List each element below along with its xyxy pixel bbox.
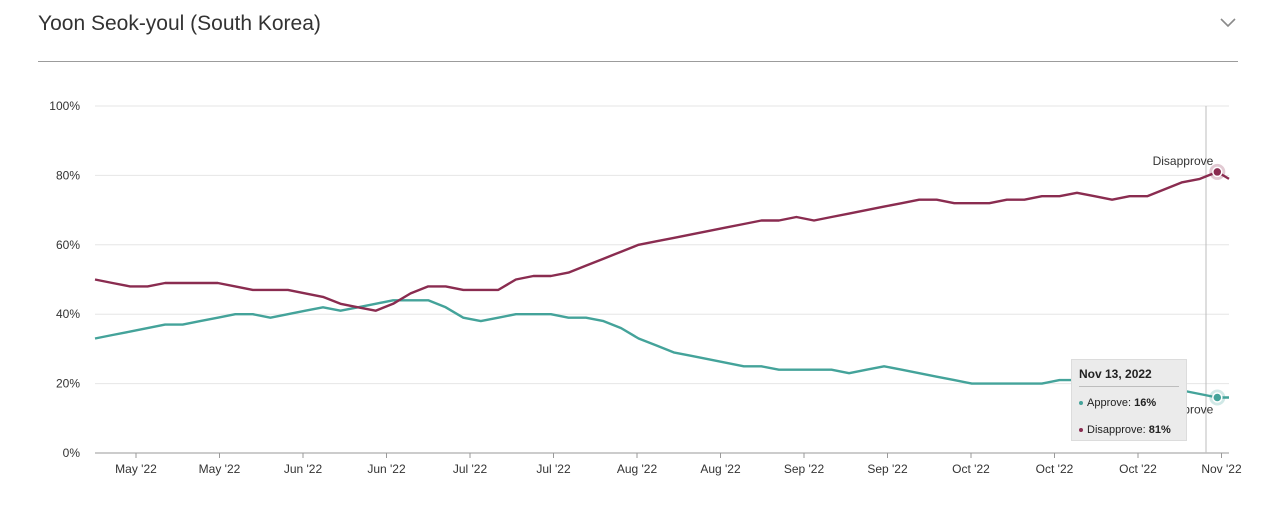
x-tick-label: Oct '22 [1119, 462, 1157, 476]
series-line-approve[interactable] [94, 299, 1229, 399]
y-tick-label: 0% [63, 446, 81, 460]
x-tick-label: Jun '22 [367, 462, 406, 476]
y-tick-label: 80% [56, 168, 80, 182]
series-line-disapprove[interactable] [94, 170, 1230, 312]
chart-title: Yoon Seok-youl (South Korea) [38, 12, 321, 35]
x-tick-label: Sep '22 [784, 462, 825, 476]
y-tick-label: 60% [56, 238, 80, 252]
tooltip-approve-value: 16% [1134, 397, 1157, 409]
series-group [94, 170, 1230, 399]
tooltip-approve-label: Approve: [1087, 397, 1132, 409]
x-axis-ticks: May '22 May '22 Jun '22 Jun '22 Jul '22 Jul '… [115, 453, 1242, 476]
chart-grid [95, 105, 1229, 454]
x-tick-label: Aug '22 [617, 462, 658, 476]
y-tick-label: 40% [56, 307, 80, 321]
series-end-label-disapprove: Disapprove [1153, 154, 1214, 168]
x-tick-label: May '22 [199, 462, 241, 476]
tooltip-disapprove-label: Disapprove: [1087, 424, 1146, 436]
hover-point-approve[interactable] [1212, 392, 1223, 403]
chevron-down-icon[interactable] [1218, 16, 1238, 30]
tooltip-date: Nov 13, 2022 [1079, 367, 1152, 381]
tooltip-divider [1079, 386, 1179, 387]
tooltip-approve-row: Approve: 16% [1079, 397, 1156, 409]
x-tick-label: Jun '22 [284, 462, 323, 476]
x-tick-label: Jul '22 [536, 462, 571, 476]
x-tick-label: Oct '22 [1036, 462, 1074, 476]
chart-header: Yoon Seok-youl (South Korea) [38, 0, 1238, 62]
y-tick-label: 100% [49, 99, 80, 113]
y-tick-label: 20% [56, 377, 80, 391]
hover-tooltip: Nov 13, 2022 Approve: 16% Disapprove: 81… [1071, 359, 1187, 441]
disapprove-dot-icon [1079, 428, 1083, 433]
x-tick-label: Oct '22 [952, 462, 990, 476]
tooltip-disapprove-row: Disapprove: 81% [1079, 424, 1171, 436]
hover-point-disapprove[interactable] [1212, 166, 1223, 178]
x-tick-label: Aug '22 [700, 462, 741, 476]
x-tick-label: Jul '22 [453, 462, 488, 476]
x-tick-label: Sep '22 [867, 462, 908, 476]
tooltip-disapprove-value: 81% [1148, 424, 1171, 436]
x-tick-label: Nov '22 [1201, 462, 1242, 476]
y-axis-ticks: 0% 20% 40% 60% 80% 100% [49, 99, 80, 460]
x-tick-label: May '22 [115, 462, 157, 476]
approve-dot-icon [1079, 401, 1083, 406]
